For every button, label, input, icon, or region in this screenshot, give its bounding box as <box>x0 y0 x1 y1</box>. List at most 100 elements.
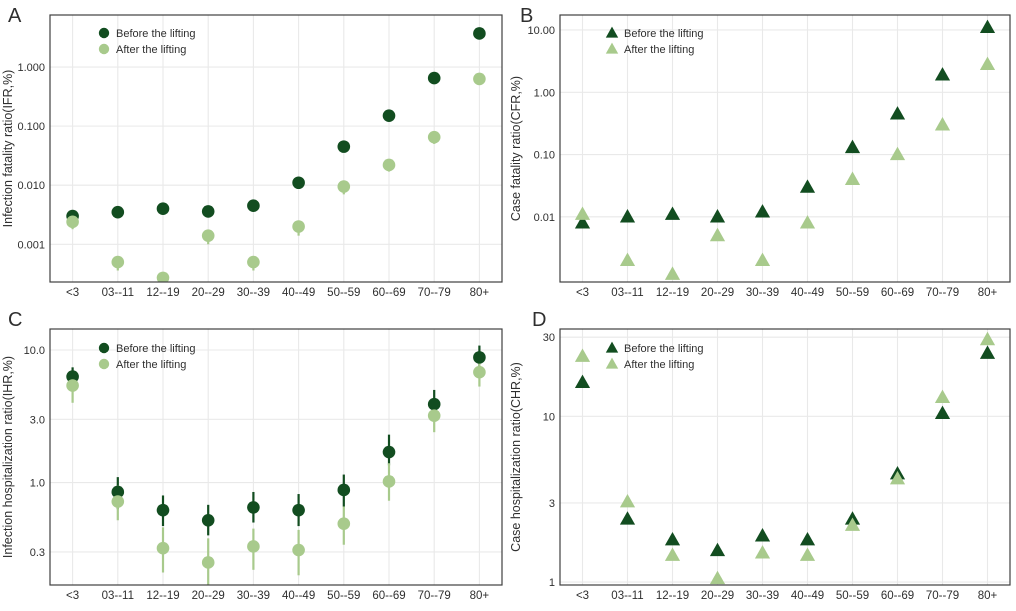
x-tick-label: 20--29 <box>701 590 734 602</box>
x-tick-label: 40--49 <box>282 590 315 602</box>
data-point <box>427 409 441 422</box>
data-point <box>156 202 170 216</box>
data-point <box>574 215 591 229</box>
data-point <box>427 130 441 144</box>
x-tick-label: <3 <box>66 287 79 299</box>
panel-A: 1.000 0.100 0.010 0.001 <3 03--11 12--19 20--29… <box>0 0 508 300</box>
data-point <box>111 255 125 269</box>
legend-before-marker <box>605 341 619 353</box>
data-point <box>709 542 726 557</box>
data-point <box>889 470 906 485</box>
data-point <box>473 27 486 40</box>
x-tick-label: 30--39 <box>237 287 270 299</box>
y-tick-label: 10.0 <box>24 345 45 357</box>
x-tick-label: 30--39 <box>746 590 779 602</box>
data-point <box>111 495 125 508</box>
legend-before-marker <box>605 26 619 38</box>
panel-letter: A <box>8 5 22 27</box>
data-point <box>574 348 591 362</box>
panel-A-chart: 1.000 0.100 0.010 0.001 <3 03--11 12--19 20--29… <box>0 0 508 300</box>
panel-letter: B <box>520 5 533 27</box>
data-point <box>574 374 591 389</box>
legend-after-label: After the lifting <box>624 359 694 371</box>
y-tick-label: 3.0 <box>30 414 45 426</box>
legend-after-marker <box>98 358 110 370</box>
x-tick-label: 03--11 <box>611 590 643 602</box>
legend-after-label: After the lifting <box>624 44 694 56</box>
x-tick-label: 60--69 <box>372 590 405 602</box>
y-tick-label: 0.001 <box>17 239 45 251</box>
x-tick-label: 12--19 <box>146 287 179 299</box>
x-tick-label: 03--11 <box>102 590 134 602</box>
data-point <box>799 179 816 193</box>
y-tick-label: 1.000 <box>17 62 45 74</box>
data-point <box>889 106 906 120</box>
data-point <box>799 547 816 561</box>
x-tick-label: 30--39 <box>746 287 779 299</box>
y-tick-label: 1.00 <box>534 87 555 99</box>
x-tick-label: <3 <box>576 590 589 602</box>
data-point <box>619 511 636 525</box>
y-tick-label: 0.3 <box>30 547 45 559</box>
data-layer <box>574 19 996 280</box>
x-tick-label: 40--49 <box>282 287 315 299</box>
data-point <box>156 541 170 555</box>
data-point <box>619 252 636 266</box>
data-point <box>247 540 260 553</box>
data-point <box>709 570 726 585</box>
panel-border <box>559 328 1011 586</box>
x-tick-label: 30--39 <box>237 590 270 602</box>
data-point <box>473 351 486 364</box>
data-point <box>889 146 906 161</box>
data-point <box>754 204 771 218</box>
data-point <box>201 205 215 218</box>
data-point <box>754 252 771 266</box>
data-point <box>844 171 861 185</box>
panel-letter: C <box>8 309 22 331</box>
data-point <box>979 345 996 359</box>
y-axis-label: Case hospitalization ratio(CHR,%) <box>509 362 523 552</box>
data-point <box>664 531 681 546</box>
data-point <box>247 501 260 514</box>
panel-letter: D <box>532 309 546 331</box>
data-point <box>473 72 486 86</box>
data-point <box>111 205 125 219</box>
legend-after-label: After the lifting <box>116 44 186 56</box>
y-axis-label: Infection fatality ratio(IFR,%) <box>1 70 15 228</box>
data-point <box>427 71 441 85</box>
data-point <box>979 56 996 71</box>
data-point <box>337 517 351 530</box>
y-tick-label: 0.100 <box>17 121 45 133</box>
y-axis-label: Infection hospitalization ratio(IHR,%) <box>1 356 15 558</box>
data-point <box>382 158 396 172</box>
data-point <box>247 199 260 212</box>
data-point <box>754 545 771 559</box>
data-point <box>799 531 816 546</box>
x-tick-label: 60--69 <box>372 287 405 299</box>
x-tick-label: 80+ <box>470 590 490 602</box>
data-point <box>156 271 170 282</box>
legend-before-marker <box>98 342 110 354</box>
data-point <box>664 206 681 220</box>
data-point <box>934 67 951 81</box>
x-tick-label: 50--59 <box>327 590 360 602</box>
y-tick-label: 0.010 <box>17 180 45 192</box>
data-point <box>337 180 351 193</box>
x-tick-label: 20--29 <box>192 287 225 299</box>
x-tick-label: 80+ <box>978 590 998 602</box>
data-point <box>664 266 681 280</box>
data-point <box>382 445 396 459</box>
data-point <box>201 513 215 527</box>
y-tick-label: 1.0 <box>30 478 45 490</box>
data-point <box>156 503 170 517</box>
legend-before-label: Before the lifting <box>624 28 704 40</box>
panel-B-chart: 10.00 1.00 0.10 0.01 <3 03--11 12--19 20--29 30-… <box>508 0 1016 300</box>
x-tick-label: 20--29 <box>701 287 734 299</box>
data-point <box>473 365 486 379</box>
data-point <box>66 370 79 383</box>
panel-border <box>49 14 503 283</box>
data-point <box>664 547 681 561</box>
legend-before-label: Before the lifting <box>116 343 196 355</box>
y-tick-label: 10 <box>543 411 555 423</box>
